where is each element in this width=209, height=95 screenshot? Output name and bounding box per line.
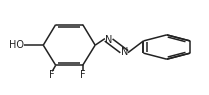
- Text: N: N: [121, 47, 128, 57]
- Text: HO: HO: [9, 40, 24, 50]
- Text: N: N: [105, 35, 112, 45]
- Text: F: F: [49, 70, 55, 80]
- Text: F: F: [80, 70, 85, 80]
